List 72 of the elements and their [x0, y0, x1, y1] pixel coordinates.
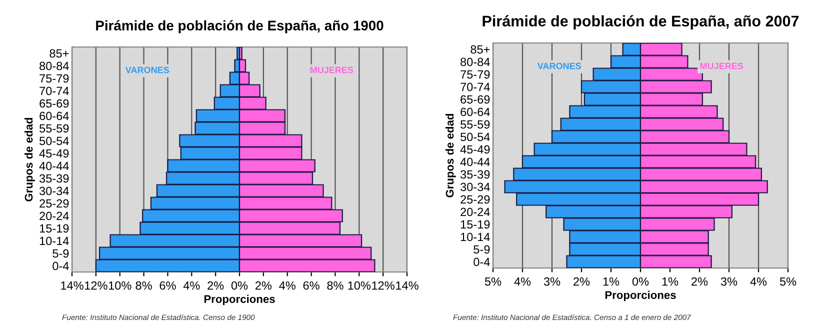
x-tick-label: 6%	[160, 281, 176, 290]
x-tick-label: 5%	[484, 277, 502, 286]
y-tick-label: 80-84	[460, 58, 490, 66]
y-tick-label: 70-74	[40, 86, 69, 96]
x-tick-label: 10%	[348, 281, 371, 290]
x-tick-label: 6%	[303, 281, 320, 290]
x-tick-label: 3%	[544, 277, 560, 286]
x-tick-label: 4%	[183, 281, 200, 290]
y-tick-label: 85+	[50, 49, 69, 58]
y-tick-label: 20-24	[460, 208, 490, 216]
x-tick-label: 2%	[255, 281, 272, 290]
chart-title: Pirámide de población de España, año 2007	[482, 15, 799, 30]
y-tick-label: 30-34	[460, 182, 490, 192]
y-tick-label: 10-14	[460, 232, 490, 242]
series-label: VARONES	[537, 62, 582, 70]
y-tick-label: 35-39	[460, 170, 490, 179]
y-tick-label: 0-4	[474, 258, 490, 266]
x-tick-label: 12%	[85, 281, 108, 290]
y-tick-label: 25-29	[460, 195, 490, 204]
text: MUJERES	[310, 66, 354, 74]
x-tick-label: 8%	[327, 281, 344, 290]
y-tick-label: 80-84	[40, 62, 69, 70]
y-axis-title: Grupos de edad	[24, 118, 35, 202]
x-tick-label: 8%	[136, 281, 152, 290]
y-tick-label: 5-9	[474, 245, 490, 254]
y-tick-label: 45-49	[460, 145, 490, 154]
x-tick-label: 3%	[720, 277, 738, 286]
y-tick-label: 55-59	[40, 124, 69, 133]
x-tick-label: 5%	[780, 277, 796, 286]
x-tick-label: 14%	[396, 281, 418, 290]
y-tick-label: 75-79	[460, 70, 490, 79]
x-tick-label: 4%	[279, 281, 296, 290]
text: VARONES	[125, 66, 170, 74]
y-tick-label: 10-14	[40, 236, 69, 246]
y-tick-label: 40-44	[460, 158, 490, 166]
x-tick-label: 1%	[603, 277, 620, 286]
x-tick-label: 2%	[574, 277, 590, 286]
y-tick-label: 40-44	[39, 162, 69, 170]
x-tick-label: 0%	[231, 281, 248, 290]
x-tick-label: 0%	[632, 277, 649, 286]
x-tick-label: 10%	[108, 281, 132, 290]
y-tick-label: 45-49	[39, 149, 69, 158]
x-axis-title: Proporciones	[605, 290, 676, 302]
y-tick-label: 50-54	[40, 136, 69, 146]
x-tick-label: 12%	[372, 281, 394, 290]
series-label: MUJERES	[700, 62, 744, 70]
y-tick-label: 55-59	[460, 120, 490, 129]
chart-title: Pirámide de población de España, año 1900	[96, 20, 384, 34]
x-axis-title: Proporciones	[204, 294, 275, 306]
y-tick-label: 50-54	[460, 132, 490, 142]
y-tick-label: 70-74	[460, 82, 490, 92]
y-tick-label: 75-79	[40, 74, 69, 83]
x-tick-label: 4%	[750, 277, 767, 286]
y-tick-label: 65-69	[460, 95, 490, 104]
y-tick-label: 65-69	[40, 99, 69, 108]
y-tick-label: 30-34	[39, 186, 69, 196]
x-tick-label: 2%	[208, 281, 224, 290]
x-tick-label: 4%	[514, 277, 531, 286]
y-tick-label: 60-64	[460, 108, 490, 116]
y-tick-label: 15-19	[460, 220, 490, 229]
y-tick-label: 85+	[470, 45, 490, 54]
y-tick-label: 15-19	[40, 224, 69, 233]
y-tick-label: 60-64	[40, 112, 69, 120]
x-tick-label: 1%	[662, 277, 678, 286]
y-tick-label: 0-4	[52, 262, 69, 270]
x-tick-label: 14%	[61, 281, 84, 290]
y-tick-label: 20-24	[40, 212, 69, 220]
y-tick-label: 35-39	[39, 174, 69, 183]
y-axis-title: Grupos de edad	[446, 114, 456, 198]
x-tick-label: 2%	[692, 277, 708, 286]
y-tick-label: 25-29	[40, 199, 69, 208]
y-tick-label: 5-9	[52, 249, 69, 258]
